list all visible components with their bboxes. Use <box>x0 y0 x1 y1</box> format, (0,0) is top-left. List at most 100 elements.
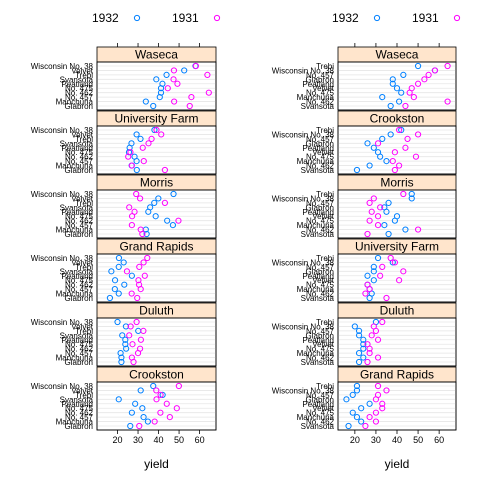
panel-frame <box>337 61 457 111</box>
data-point-1932 <box>366 400 373 407</box>
data-point-1932 <box>383 208 390 215</box>
variety-label: No. 457 <box>65 221 94 230</box>
variety-label: Velvet <box>312 276 335 285</box>
panel-body <box>96 125 217 175</box>
data-point-1931 <box>368 208 375 215</box>
x-tick-label: 50 <box>413 435 423 445</box>
data-point-1932 <box>153 76 160 83</box>
data-point-1931 <box>377 204 384 211</box>
variety-label: No. 457 <box>306 391 335 400</box>
variety-label: Peatland <box>61 272 93 281</box>
data-point-1931 <box>136 195 144 202</box>
variety-label: No. 457 <box>65 413 94 422</box>
variety-label: Glabron <box>65 230 93 239</box>
data-point-1932 <box>181 67 188 74</box>
variety-label: No. 475 <box>306 409 335 418</box>
x-axis-label: yield <box>144 457 169 471</box>
variety-label: Wisconsin No. 38 <box>272 194 335 203</box>
variety-label: Glabron <box>306 331 334 340</box>
data-point-1931 <box>396 277 403 284</box>
data-point-1931 <box>379 263 386 270</box>
variety-label: No. 462 <box>306 290 335 299</box>
variety-label: Trebi <box>316 318 334 327</box>
variety-label: No. 462 <box>65 89 94 98</box>
data-point-1932 <box>151 199 158 206</box>
variety-label: Trebi <box>75 263 93 272</box>
data-point-1931 <box>377 272 384 279</box>
variety-label: No. 462 <box>65 409 94 418</box>
data-point-1931 <box>137 336 145 343</box>
variety-label: Manchuria <box>297 285 335 294</box>
data-point-1931 <box>444 62 451 70</box>
panel-site-label: University Farm <box>355 240 439 254</box>
variety-label: Trebi <box>75 391 93 400</box>
variety-label: No. 475 <box>306 89 335 98</box>
data-point-1932 <box>398 126 405 134</box>
variety-label: No. 462 <box>65 217 94 226</box>
variety-label: Manchuria <box>297 93 335 102</box>
data-point-1931 <box>374 222 382 229</box>
variety-label: Svansota <box>301 358 335 367</box>
variety-label: No. 457 <box>65 285 94 294</box>
data-point-1931 <box>140 259 147 266</box>
data-point-1932 <box>408 195 415 202</box>
legend-label: 1932 <box>332 11 359 25</box>
variety-label: No. 457 <box>306 71 335 80</box>
data-point-1931 <box>140 158 147 165</box>
panel-site-label: Crookston <box>129 368 184 382</box>
data-point-1932 <box>157 85 165 92</box>
data-point-1932 <box>370 277 377 284</box>
panel-frame <box>337 253 457 303</box>
data-point-1932 <box>139 405 146 412</box>
panel-site-label: Morris <box>140 176 173 190</box>
data-point-1931 <box>123 268 131 275</box>
panel-body <box>337 381 457 431</box>
x-tick-label: 20 <box>113 435 123 445</box>
variety-label: Peatland <box>302 208 334 217</box>
x-tick-label: 40 <box>392 435 402 445</box>
panel-site-label: Waseca <box>376 48 419 62</box>
data-point-1932 <box>402 226 409 233</box>
data-point-1932 <box>355 327 363 334</box>
variety-label: Manchuria <box>56 162 94 171</box>
data-point-1931 <box>134 350 142 357</box>
data-point-1932 <box>366 162 373 169</box>
variety-label: No. 475 <box>306 281 335 290</box>
data-point-1932 <box>360 341 367 348</box>
data-point-1931 <box>412 153 420 160</box>
x-tick-label: 60 <box>195 435 205 445</box>
data-point-1931 <box>374 382 382 390</box>
data-point-1931 <box>400 190 407 198</box>
data-point-1931 <box>364 358 371 366</box>
x-tick-label: 20 <box>350 435 360 445</box>
data-point-1931 <box>370 195 377 202</box>
data-point-1931 <box>379 400 386 407</box>
data-point-1932 <box>398 89 405 96</box>
panel-body <box>96 381 217 431</box>
panel-site-label: Duluth <box>380 304 415 318</box>
data-point-1932 <box>355 350 363 357</box>
data-point-1931 <box>366 414 373 421</box>
data-point-1932 <box>360 345 367 352</box>
variety-label: No. 462 <box>65 281 94 290</box>
variety-label: Glabron <box>306 203 334 212</box>
data-point-1932 <box>358 418 365 425</box>
variety-label: Velvet <box>312 404 335 413</box>
data-point-1932 <box>355 332 363 339</box>
data-point-1932 <box>108 268 115 275</box>
variety-label: Wisconsin No. 38 <box>272 66 335 75</box>
variety-label: Glabron <box>65 294 93 303</box>
variety-label: Wisconsin No. 38 <box>272 386 335 395</box>
variety-label: No. 462 <box>306 354 335 363</box>
data-point-1931 <box>362 422 369 430</box>
panel-frame <box>96 253 217 303</box>
legend-label: 1932 <box>92 11 119 25</box>
data-point-1931 <box>136 263 143 270</box>
data-point-1932 <box>133 158 140 165</box>
data-point-1932 <box>364 272 371 279</box>
data-point-1931 <box>404 135 411 142</box>
data-point-1931 <box>153 396 160 403</box>
variety-label: Svansota <box>60 75 94 84</box>
variety-label: Velvet <box>312 212 335 221</box>
variety-label: Trebi <box>316 254 334 263</box>
